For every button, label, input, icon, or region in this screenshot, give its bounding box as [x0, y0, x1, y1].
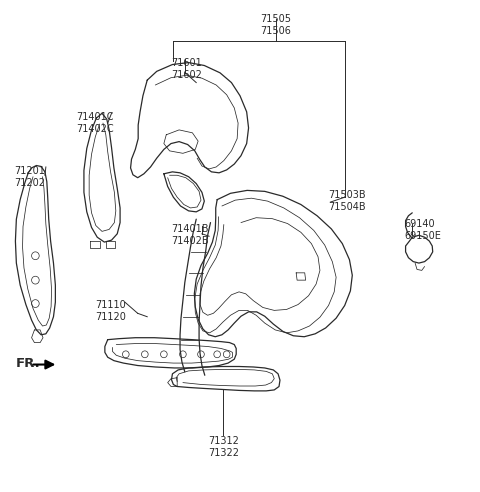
Text: 71110
71120: 71110 71120 [95, 300, 126, 322]
Text: 71401C
71402C: 71401C 71402C [76, 112, 113, 134]
Text: 71401B
71402B: 71401B 71402B [171, 224, 209, 246]
Text: 69140
69150E: 69140 69150E [404, 219, 441, 241]
Text: 71312
71322: 71312 71322 [208, 436, 239, 458]
Text: 71201
71202: 71201 71202 [14, 165, 45, 187]
Text: 71505
71506: 71505 71506 [260, 14, 291, 36]
Text: 71503B
71504B: 71503B 71504B [328, 190, 366, 212]
Text: 71601
71602: 71601 71602 [171, 58, 202, 80]
Text: FR.: FR. [15, 357, 40, 369]
